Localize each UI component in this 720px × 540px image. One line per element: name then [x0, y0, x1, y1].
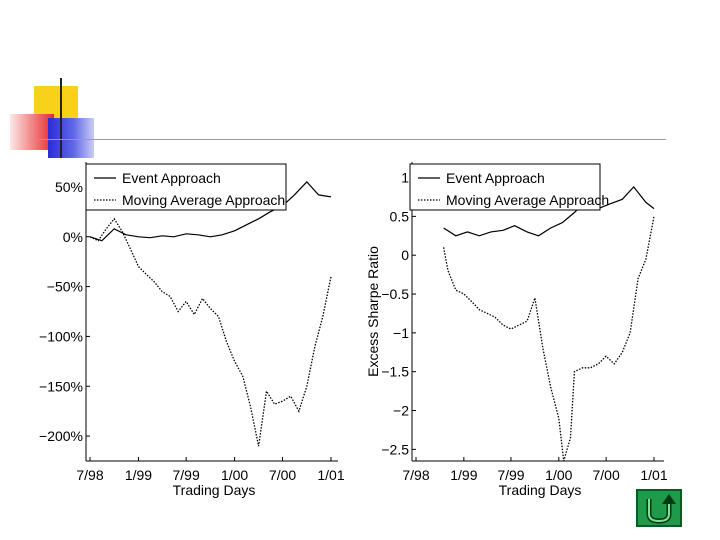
x-axis-label: Trading Days: [499, 482, 582, 498]
y-tick-label: −2.5: [381, 441, 409, 457]
legend-box: [409, 163, 601, 211]
y-tick-label: 0.5: [390, 208, 410, 224]
return-nav-button[interactable]: [636, 489, 682, 527]
decor-red-square: [10, 114, 54, 150]
x-tick-label: 7/98: [76, 467, 103, 483]
x-tick-label: 1/99: [450, 467, 477, 483]
legend-label: Event Approach: [122, 170, 221, 186]
y-tick-label: −200%: [39, 428, 83, 444]
legend-label: Moving Average Approach: [122, 192, 285, 208]
series-line-moving-average: [89, 217, 332, 447]
y-tick-label: −100%: [39, 328, 83, 344]
series-line-event-approach: [89, 181, 332, 242]
y-tick-label: −50%: [47, 279, 83, 295]
y-tick-label: −1: [393, 325, 409, 341]
series-line-event-approach: [443, 185, 655, 237]
chart-cumulative-return: 50% 0% −50% −100% −150% −200% 7/98 1/99 7/99 1/00…: [39, 162, 345, 498]
x-tick-label: 1/00: [221, 467, 248, 483]
x-tick-label: 7/00: [593, 467, 620, 483]
y-tick-label: −150%: [39, 378, 83, 394]
y-tick-label: 0%: [63, 229, 83, 245]
return-arrow-icon: [646, 494, 676, 524]
y-axis-label: Excess Sharpe Ratio: [365, 246, 381, 377]
x-tick-label: 7/99: [173, 467, 200, 483]
y-tick-label: 1: [401, 170, 409, 186]
decor-blue-square: [48, 118, 94, 158]
y-tick-label: −0.5: [381, 286, 409, 302]
series-line-moving-average: [442, 216, 655, 462]
y-tick-label: 0: [401, 247, 409, 263]
x-tick-label: 7/99: [497, 467, 524, 483]
title-underline-rule: [36, 139, 666, 140]
x-tick-label: 1/01: [640, 467, 667, 483]
y-tick-label: −2: [393, 403, 409, 419]
x-tick-label: 1/00: [545, 467, 572, 483]
chart-excess-sharpe-ratio: 1 0.5 0 −0.5 −1 −1.5 −2 −2.5 7/98 1/99 7/99 1/00 7/0…: [365, 162, 668, 498]
x-tick-label: 1/01: [317, 467, 344, 483]
legend-label: Moving Average Approach: [446, 192, 609, 208]
x-tick-label: 7/00: [269, 467, 296, 483]
legend-label: Event Approach: [446, 170, 545, 186]
y-tick-label: 50%: [55, 179, 83, 195]
x-axis-label: Trading Days: [173, 482, 256, 498]
y-tick-label: −1.5: [381, 364, 409, 380]
decor-vertical-rule: [60, 78, 62, 158]
legend-box: [85, 163, 287, 211]
x-tick-label: 1/99: [125, 467, 152, 483]
x-tick-label: 7/98: [402, 467, 429, 483]
